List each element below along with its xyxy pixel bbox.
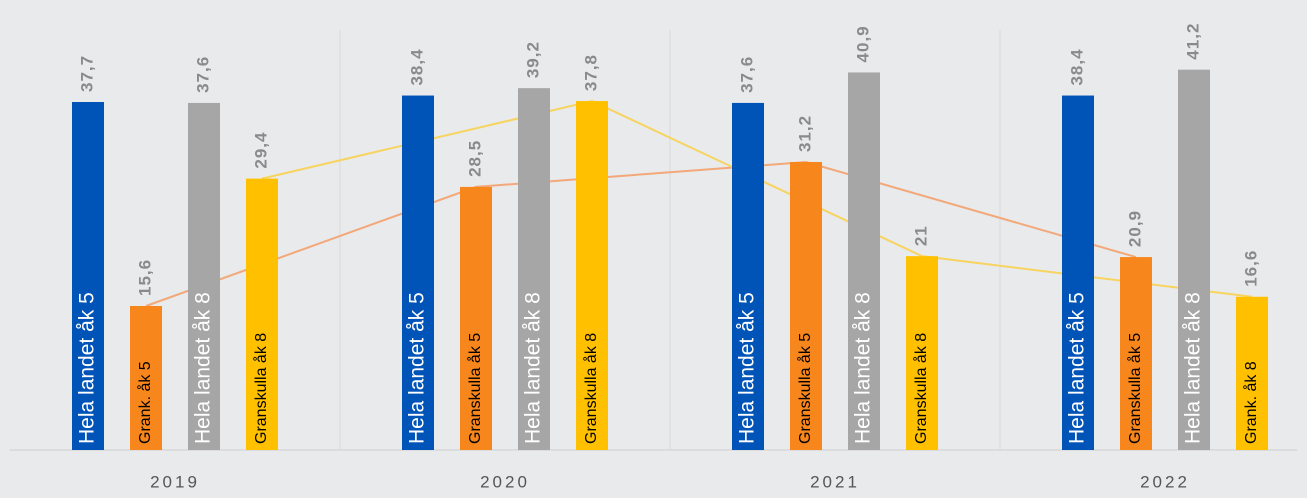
value-label: 37,6 [737, 56, 756, 93]
bar [732, 102, 764, 450]
value-label: 28,5 [465, 140, 484, 177]
bar [1120, 257, 1152, 450]
bar-label: Hela landet åk 8 [522, 292, 545, 444]
bar-label: Granskulla åk 5 [466, 333, 484, 444]
x-tick-label: 2021 [810, 472, 860, 491]
value-label: 15,6 [135, 259, 154, 296]
bar-label: Grank. åk 5 [136, 361, 154, 444]
bar [1178, 69, 1210, 450]
bar [130, 306, 162, 450]
bar [790, 162, 822, 450]
bar-label: Hela landet åk 8 [1182, 292, 1205, 444]
value-label: 16,6 [1241, 250, 1260, 287]
bar-label: Granskulla åk 8 [582, 333, 600, 444]
bar-label: Hela landet åk 5 [736, 292, 759, 444]
bar-label: Grank. åk 8 [1242, 361, 1260, 444]
bar-label: Hela landet åk 5 [76, 292, 99, 444]
bar [402, 95, 434, 451]
value-label: 38,4 [1067, 48, 1086, 85]
bar [906, 256, 938, 450]
bar [1236, 296, 1268, 450]
trend-line [145, 160, 1137, 307]
bar [1062, 95, 1094, 451]
value-label: 38,4 [407, 48, 426, 85]
value-label: 20,9 [1125, 210, 1144, 247]
bar-label: Hela landet åk 5 [406, 292, 429, 444]
bar-label: Hela landet åk 8 [852, 292, 875, 444]
value-label: 37,8 [581, 54, 600, 91]
bar-label: Granskulla åk 5 [1126, 333, 1144, 444]
bar [460, 186, 492, 450]
value-label: 37,7 [77, 55, 96, 92]
bar-label: Granskulla åk 5 [796, 333, 814, 444]
bar-label: Hela landet åk 8 [192, 292, 215, 444]
value-label: 31,2 [795, 115, 814, 152]
value-label: 21 [911, 225, 930, 246]
x-tick-label: 2020 [480, 472, 530, 491]
value-label: 39,2 [523, 41, 542, 78]
bar [576, 101, 608, 451]
x-tick-label: 2019 [150, 472, 200, 491]
bar [848, 72, 880, 450]
bar [72, 102, 104, 450]
value-label: 40,9 [853, 25, 872, 62]
bar-label: Granskulla åk 8 [912, 333, 930, 444]
value-label: 41,2 [1183, 23, 1202, 60]
bar [188, 102, 220, 450]
bar [246, 178, 278, 450]
x-tick-label: 2022 [1140, 472, 1190, 491]
bar-label: Hela landet åk 5 [1066, 292, 1089, 444]
bar-label: Granskulla åk 8 [252, 333, 270, 444]
bar [518, 88, 550, 451]
value-label: 37,6 [193, 56, 212, 93]
value-label: 29,4 [251, 132, 270, 169]
